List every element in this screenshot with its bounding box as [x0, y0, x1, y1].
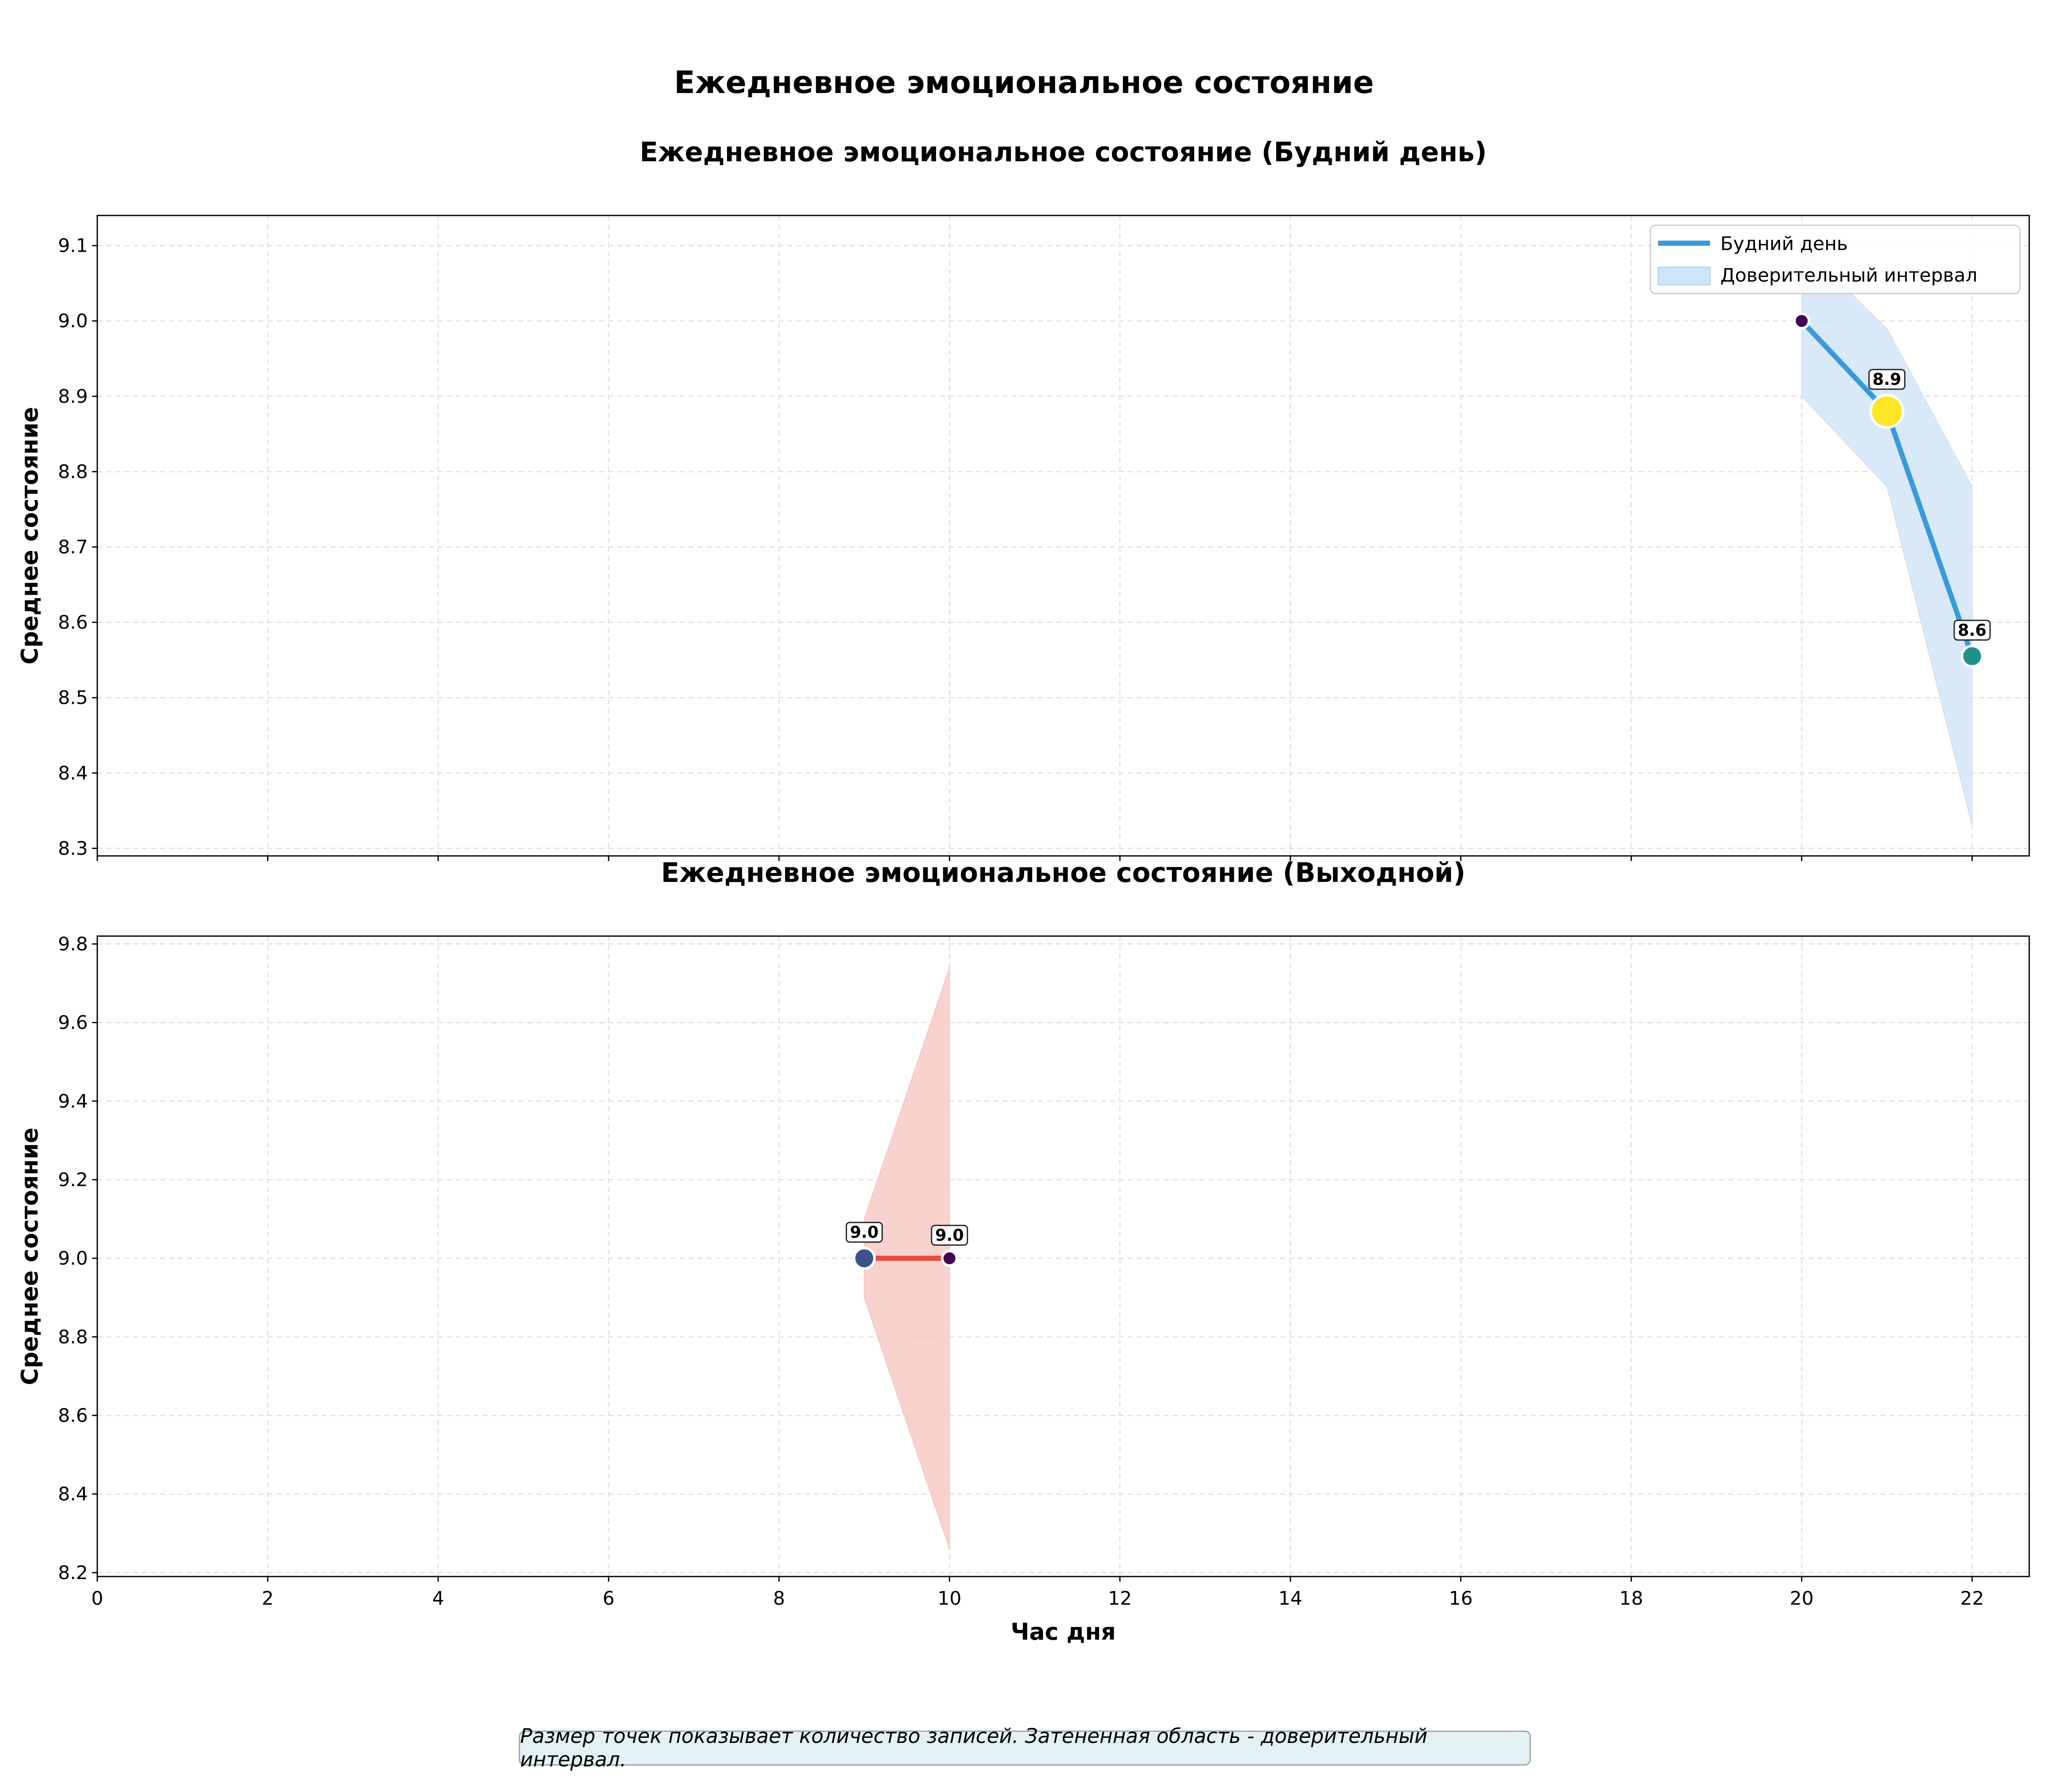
x-tick-label: 18 [1619, 1588, 1643, 1609]
data-point [852, 1247, 876, 1270]
y-tick-label: 8.8 [58, 461, 88, 483]
legend-label: Доверительный интервал [1720, 265, 1978, 286]
x-tick-label: 6 [602, 1588, 614, 1609]
legend-band-swatch [1658, 267, 1711, 285]
data-label: 8.6 [1958, 621, 1987, 640]
confidence-band [1801, 244, 1973, 826]
y-tick-label: 9.6 [58, 1012, 88, 1034]
legend: Будний день Доверительный интервал [1649, 224, 2021, 294]
y-axis-label: Среднее состояние [16, 407, 43, 665]
y-tick-label: 9.8 [58, 933, 88, 955]
data-label: 9.0 [935, 1226, 964, 1245]
y-tick-label: 9.0 [58, 310, 88, 332]
y-tick-label: 9.4 [58, 1091, 88, 1112]
y-tick-label: 9.2 [58, 1169, 88, 1191]
data-label-box [931, 1225, 968, 1246]
panel-title: Ежедневное эмоциональное состояние (Выхо… [661, 857, 1466, 888]
data-point [941, 1250, 958, 1267]
y-axis-label: Среднее состояние [16, 1128, 43, 1385]
data-label-box [1953, 620, 1991, 641]
y-tick-label: 8.4 [58, 1484, 88, 1505]
x-tick-label: 10 [937, 1588, 961, 1609]
y-tick-label: 8.3 [58, 838, 88, 859]
data-point [1869, 394, 1905, 429]
footnote-box: Размер точек показывает количество запис… [519, 1725, 1531, 1772]
data-label: 8.9 [1873, 370, 1901, 389]
x-tick-label: 8 [773, 1588, 785, 1609]
y-tick-label: 9.0 [58, 1248, 88, 1269]
legend-box [1649, 224, 2021, 294]
axes-frame [96, 935, 2030, 1577]
x-axis-label: Час дня [1011, 1618, 1116, 1645]
legend-label: Будний день [1720, 233, 1848, 255]
x-tick-label: 14 [1278, 1588, 1302, 1609]
y-tick-label: 9.1 [58, 235, 88, 257]
data-label-box [846, 1222, 883, 1243]
data-point [1961, 645, 1984, 668]
panel-title: Ежедневное эмоциональное состояние (Будн… [640, 137, 1487, 168]
axes-frame [96, 215, 2030, 857]
y-tick-label: 8.6 [58, 1405, 88, 1426]
x-tick-label: 12 [1108, 1588, 1132, 1609]
x-tick-label: 16 [1449, 1588, 1473, 1609]
x-tick-label: 22 [1960, 1588, 1984, 1609]
y-tick-label: 8.7 [58, 536, 88, 558]
y-tick-label: 8.2 [58, 1562, 88, 1584]
x-tick-label: 0 [91, 1588, 103, 1609]
footnote-text: Размер точек показывает количество запис… [520, 1725, 1428, 1772]
y-tick-label: 8.4 [58, 762, 88, 784]
x-tick-label: 20 [1790, 1588, 1814, 1609]
chart-panels: Ежедневное эмоциональное состояние (Будн… [16, 137, 2030, 1645]
data-label: 9.0 [850, 1223, 879, 1242]
data-point [1793, 312, 1810, 330]
data-label-box [1868, 369, 1905, 390]
panel-weekend: Ежедневное эмоциональное состояние (Выхо… [16, 857, 2030, 1645]
y-tick-label: 8.8 [58, 1326, 88, 1348]
x-tick-label: 4 [432, 1588, 444, 1609]
y-tick-label: 8.5 [58, 687, 88, 709]
y-tick-label: 8.6 [58, 612, 88, 634]
y-tick-label: 8.9 [58, 386, 88, 407]
panel-weekday: Ежедневное эмоциональное состояние (Будн… [16, 137, 2030, 861]
figure-suptitle: Ежедневное эмоциональное состояние [674, 64, 1374, 100]
x-tick-label: 2 [262, 1588, 273, 1609]
